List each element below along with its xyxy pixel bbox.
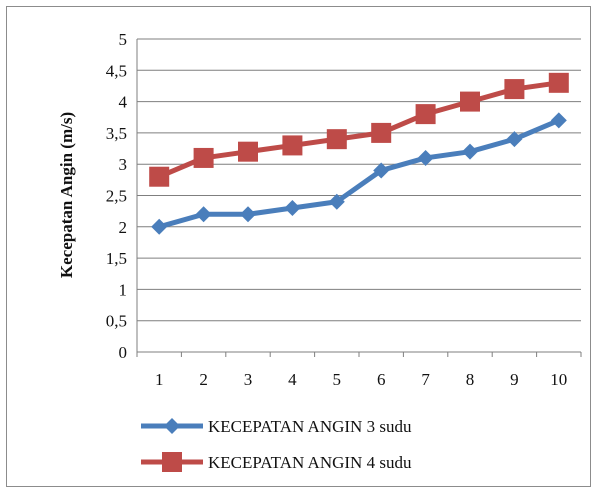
gridlines xyxy=(136,38,582,357)
legend-label: KECEPATAN ANGIN 3 sudu xyxy=(208,417,412,436)
series-1-point xyxy=(550,112,567,129)
legend-item-1: KECEPATAN ANGIN 3 sudu xyxy=(141,417,412,436)
y-tick-label: 3 xyxy=(119,155,128,174)
series-2-point xyxy=(282,135,303,156)
series-line-1 xyxy=(158,118,560,230)
y-tick-labels: 0 0,5 1 1,5 2 2,5 3 3,5 4 4,5 5 xyxy=(106,30,128,362)
y-tick-label: 3,5 xyxy=(106,124,127,143)
series-1-point xyxy=(195,206,212,223)
legend: KECEPATAN ANGIN 3 sudu KECEPATAN ANGIN 4 … xyxy=(141,417,412,472)
x-tick-label: 2 xyxy=(199,370,208,389)
series-2-point xyxy=(238,141,258,162)
series-1-point xyxy=(240,206,256,223)
x-tick-label: 3 xyxy=(244,370,253,389)
series-1-point xyxy=(373,162,390,179)
legend-marker-square xyxy=(162,452,182,472)
y-tick-label: 4,5 xyxy=(106,61,127,80)
legend-marker-diamond xyxy=(164,418,180,434)
y-tick-label: 2 xyxy=(119,218,128,237)
y-tick-label: 0 xyxy=(119,343,128,362)
series-2-point xyxy=(326,129,347,150)
x-tick-label: 10 xyxy=(550,370,567,389)
series-1-point xyxy=(328,193,345,210)
series-2-point xyxy=(504,79,525,100)
x-tick-label: 5 xyxy=(333,370,342,389)
series-2-point xyxy=(193,147,214,168)
x-tick-label: 9 xyxy=(510,370,519,389)
y-tick-label: 2,5 xyxy=(106,187,127,206)
chart-frame xyxy=(6,6,591,487)
series-2-point xyxy=(371,122,392,143)
series-line-2 xyxy=(158,80,560,180)
x-tick-label: 6 xyxy=(377,370,386,389)
series-group xyxy=(149,72,569,235)
x-tick-label: 8 xyxy=(466,370,475,389)
series-1-point xyxy=(417,149,434,166)
series-1-point xyxy=(462,143,478,160)
y-axis-label: Kecepatan Angin (m/s) xyxy=(57,112,76,278)
legend-item-2: KECEPATAN ANGIN 4 sudu xyxy=(141,452,412,472)
series-2-point xyxy=(460,91,480,112)
y-tick-label: 5 xyxy=(119,30,128,49)
x-tick-label: 7 xyxy=(421,370,430,389)
series-1-point xyxy=(151,218,168,235)
x-tick-labels: 1 2 3 4 5 6 7 8 9 10 xyxy=(155,370,567,389)
series-1-point xyxy=(506,131,523,148)
series-2-point xyxy=(415,104,436,125)
y-tick-label: 1,5 xyxy=(106,249,127,268)
legend-label: KECEPATAN ANGIN 4 sudu xyxy=(208,453,412,472)
x-tick-label: 1 xyxy=(155,370,164,389)
y-tick-label: 1 xyxy=(119,280,128,299)
y-tick-label: 4 xyxy=(119,93,128,112)
x-tick-label: 4 xyxy=(288,370,297,389)
y-tick-label: 0,5 xyxy=(106,312,127,331)
series-1-point xyxy=(284,200,301,217)
series-2-point xyxy=(548,72,569,93)
series-2-point xyxy=(149,166,170,187)
